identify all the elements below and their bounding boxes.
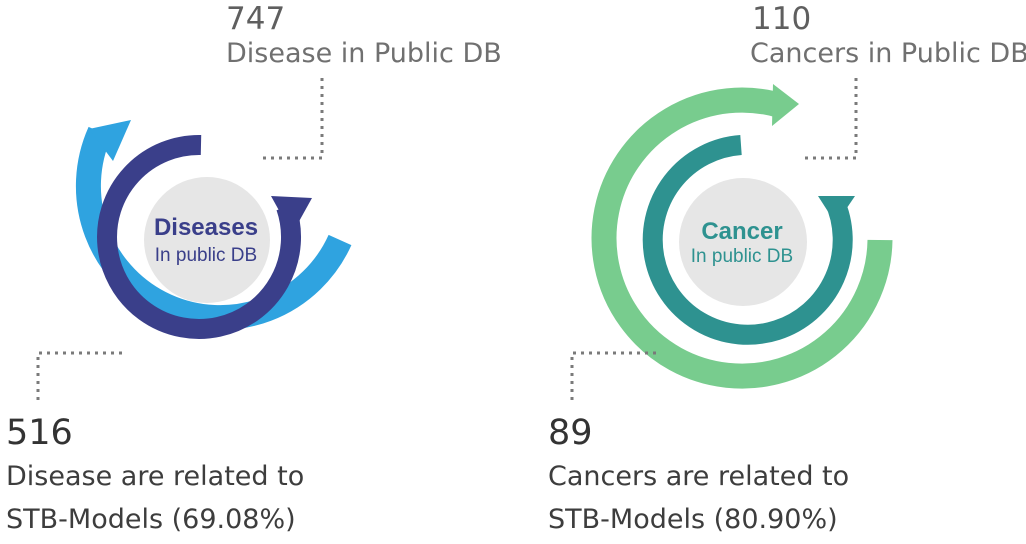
diseases-bottom-leader bbox=[36, 351, 125, 400]
cancer-related-line1: Cancers are related to bbox=[548, 461, 850, 492]
diseases-related-line2: STB-Models (69.08%) bbox=[6, 504, 296, 535]
diseases-inner-arc bbox=[97, 134, 302, 339]
diseases-top-leader bbox=[262, 78, 324, 160]
cancer-related-line2: STB-Models (80.90%) bbox=[548, 504, 838, 535]
cancer-center-title: Cancer bbox=[701, 218, 782, 245]
diseases-center-circle bbox=[144, 177, 270, 303]
cancer-center-subtitle: In public DB bbox=[691, 246, 793, 267]
diseases-public-db-label: Disease in Public DB bbox=[226, 38, 502, 69]
diseases-outer-arc bbox=[75, 126, 352, 331]
cancer-bottom-leader bbox=[570, 351, 660, 400]
cancer-public-db-label: Cancers in Public DB bbox=[750, 38, 1026, 69]
cancer-outer-arrow-head bbox=[772, 84, 799, 126]
cancer-outer-arc bbox=[591, 87, 893, 389]
diseases-public-db-count: 747 bbox=[226, 1, 286, 37]
cancer-top-leader bbox=[804, 78, 858, 160]
cancer-inner-arrow-head bbox=[818, 196, 855, 224]
cancer-cycle: Cancer In public DB bbox=[591, 84, 893, 389]
diseases-cycle: Diseases In public DB bbox=[75, 120, 352, 339]
leader-lines bbox=[36, 78, 858, 400]
diseases-center-subtitle: In public DB bbox=[155, 245, 257, 266]
cancer-center-circle bbox=[679, 178, 807, 306]
diseases-center-title: Diseases bbox=[154, 214, 258, 241]
cancer-public-db-count: 110 bbox=[752, 1, 812, 37]
diseases-related-line1: Disease are related to bbox=[6, 461, 305, 492]
diseases-inner-arrow-head bbox=[271, 196, 312, 234]
cancer-inner-arc bbox=[642, 135, 853, 345]
diseases-related-count: 516 bbox=[6, 413, 73, 453]
diseases-outer-arrow-head bbox=[89, 120, 131, 161]
cancer-related-count: 89 bbox=[548, 413, 593, 453]
